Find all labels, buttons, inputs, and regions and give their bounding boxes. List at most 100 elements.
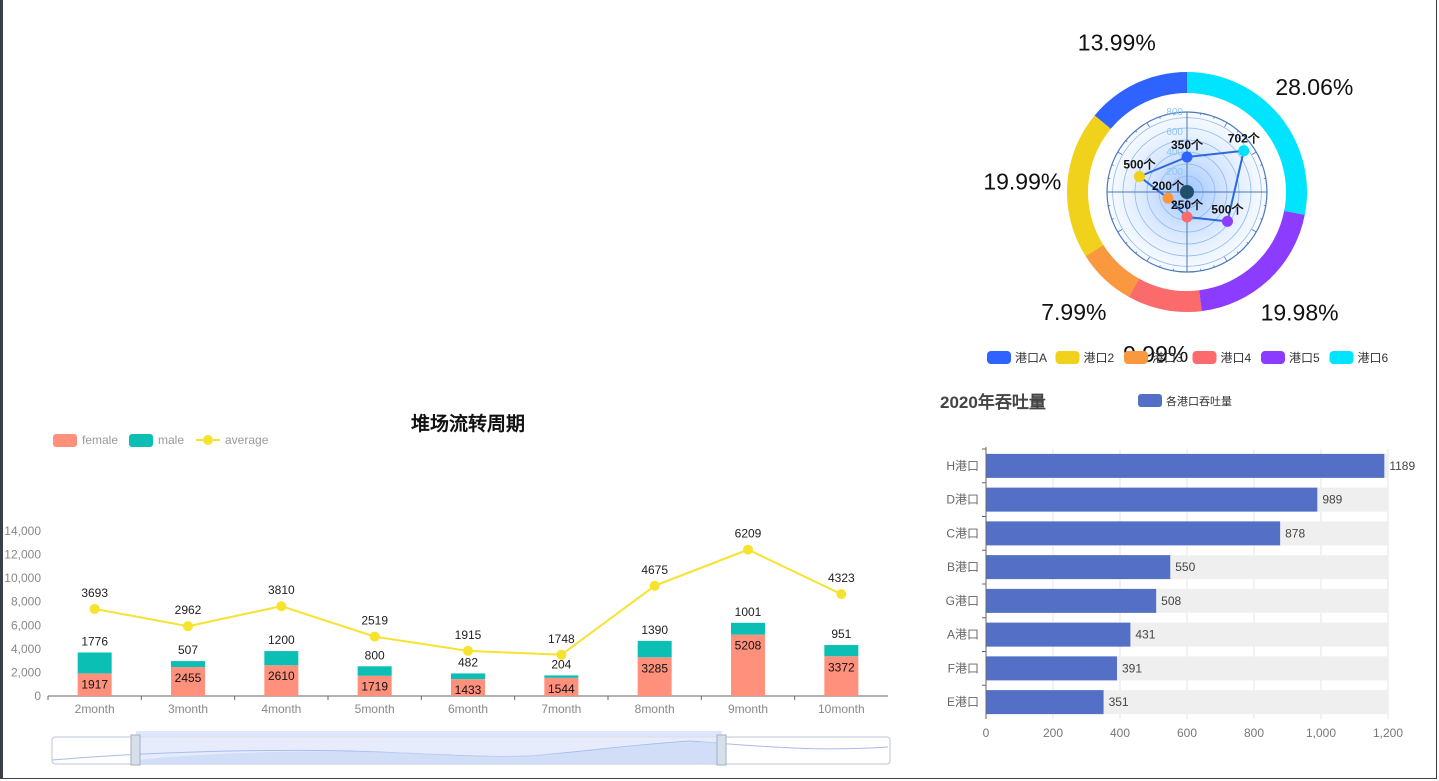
bar-male-label: 1001	[735, 605, 762, 619]
bar-female[interactable]	[824, 656, 859, 696]
bar-female[interactable]	[451, 679, 485, 696]
bar-female-label: 3285	[641, 661, 668, 675]
pie-legend-item[interactable]: 港口6	[1329, 351, 1389, 365]
radar-point-label: 200个	[1152, 178, 1185, 193]
throughput-bar[interactable]	[986, 690, 1104, 715]
legend-swatch	[987, 351, 1011, 364]
throughput-bar[interactable]	[986, 588, 1157, 613]
legend-swatch	[1138, 394, 1162, 407]
radar-point[interactable]	[1162, 192, 1174, 204]
throughput-bar[interactable]	[986, 656, 1117, 681]
zoom-handle-left[interactable]	[130, 734, 141, 766]
average-point[interactable]	[463, 645, 473, 656]
radar-tick	[1236, 251, 1239, 254]
bar-female[interactable]	[637, 657, 672, 696]
bar-male[interactable]	[451, 673, 485, 680]
bar-male[interactable]	[824, 645, 859, 657]
legend-swatch	[129, 434, 153, 447]
average-point[interactable]	[276, 601, 287, 612]
throughput-bar[interactable]	[986, 555, 1171, 580]
x-tick-label: 0	[983, 726, 990, 740]
y-tick-label: D港口	[946, 493, 979, 507]
radar-tick	[1117, 229, 1123, 233]
radar-tick	[1125, 241, 1128, 244]
bar-male[interactable]	[171, 661, 205, 668]
bar-male[interactable]	[264, 651, 299, 666]
pie-slice[interactable]	[1187, 72, 1307, 215]
bar-male-label: 1776	[81, 634, 108, 648]
pie-slice[interactable]	[1085, 244, 1140, 298]
y-tick-label: A港口	[947, 628, 979, 642]
bar-male-label: 800	[365, 648, 385, 662]
radar-point[interactable]	[1221, 215, 1233, 227]
bar-legend-item[interactable]: female	[53, 433, 118, 447]
pie-legend-item[interactable]: 港口A	[987, 351, 1047, 365]
radar-tick	[1159, 265, 1161, 268]
throughput-bar[interactable]	[986, 487, 1318, 512]
pie-legend-item[interactable]: 港口5	[1261, 351, 1320, 365]
y-tick-label: 0	[34, 689, 41, 703]
x-tick-label: 10month	[818, 702, 865, 716]
y-tick-label: G港口	[946, 594, 979, 608]
pie-legend[interactable]: 港口A 港口2 港口3 港口4 港口5 港口6	[987, 351, 1389, 365]
y-tick-label: 2,000	[11, 665, 41, 679]
throughput-legend[interactable]: 各港口吞吐量	[1138, 394, 1232, 408]
bar-male[interactable]	[357, 666, 392, 676]
data-zoom-slider[interactable]	[51, 731, 891, 766]
x-tick-label: 9month	[728, 702, 768, 716]
pie-legend-item[interactable]: 港口3	[1124, 351, 1183, 365]
throughput-chart: 0 200 400 600 800 1,000 1,200 1189 H港口 989 D港口 878 C…	[946, 447, 1415, 740]
bar-male[interactable]	[544, 675, 579, 678]
average-point[interactable]	[836, 589, 847, 600]
bar-legend-item[interactable]: male	[129, 433, 184, 447]
average-point[interactable]	[183, 621, 193, 632]
bar-female[interactable]	[357, 675, 392, 696]
throughput-bar[interactable]	[986, 622, 1131, 647]
x-tick-label: 800	[1244, 726, 1264, 740]
pie-legend-item[interactable]: 港口2	[1055, 351, 1115, 365]
radar-tick	[1159, 116, 1161, 119]
pie-slice-label: 28.06%	[1275, 74, 1353, 100]
radar-tick	[1111, 218, 1114, 220]
average-label: 4675	[641, 563, 668, 577]
bar-male[interactable]	[77, 652, 112, 674]
legend-label: female	[82, 433, 118, 447]
average-point[interactable]	[743, 544, 753, 555]
pie-slice-label: 19.99%	[983, 168, 1061, 194]
bar-male[interactable]	[731, 622, 765, 635]
bar-female[interactable]	[77, 673, 112, 696]
bar-male[interactable]	[637, 640, 672, 658]
pie-slice[interactable]	[1094, 72, 1187, 129]
bar-female[interactable]	[171, 667, 205, 696]
radar-tick	[1236, 130, 1239, 133]
radar-tick	[1146, 256, 1150, 262]
bar-female-label: 2455	[175, 671, 202, 685]
radar-point[interactable]	[1238, 145, 1250, 157]
bar-female[interactable]	[544, 677, 579, 696]
pie-slice[interactable]	[1067, 115, 1111, 257]
average-point[interactable]	[649, 580, 660, 591]
bar-female[interactable]	[264, 665, 299, 696]
radar-tick	[1246, 140, 1249, 143]
throughput-bar[interactable]	[986, 521, 1281, 546]
legend-label: 港口3	[1152, 351, 1183, 365]
bar-legend-item[interactable]: average	[196, 433, 269, 447]
throughput-bar[interactable]	[986, 453, 1385, 478]
pie-slice[interactable]	[1128, 278, 1202, 312]
average-point[interactable]	[556, 649, 567, 660]
bar-female[interactable]	[731, 634, 765, 696]
pie-slice[interactable]	[1199, 210, 1305, 312]
zoom-handle-right[interactable]	[716, 734, 727, 766]
pie-legend-item[interactable]: 港口4	[1192, 351, 1252, 365]
average-point[interactable]	[89, 603, 100, 614]
average-point[interactable]	[369, 631, 380, 642]
average-label: 4323	[828, 571, 855, 585]
radar-point[interactable]	[1181, 151, 1193, 163]
radar-point[interactable]	[1181, 211, 1193, 223]
legend-swatch	[53, 434, 77, 447]
average-label: 3810	[268, 583, 295, 597]
radar-point[interactable]	[1133, 171, 1145, 183]
bar-female-label: 1433	[455, 683, 482, 697]
bar-male-label: 482	[458, 655, 478, 669]
bar-chart-legend[interactable]: female male average	[53, 433, 269, 447]
